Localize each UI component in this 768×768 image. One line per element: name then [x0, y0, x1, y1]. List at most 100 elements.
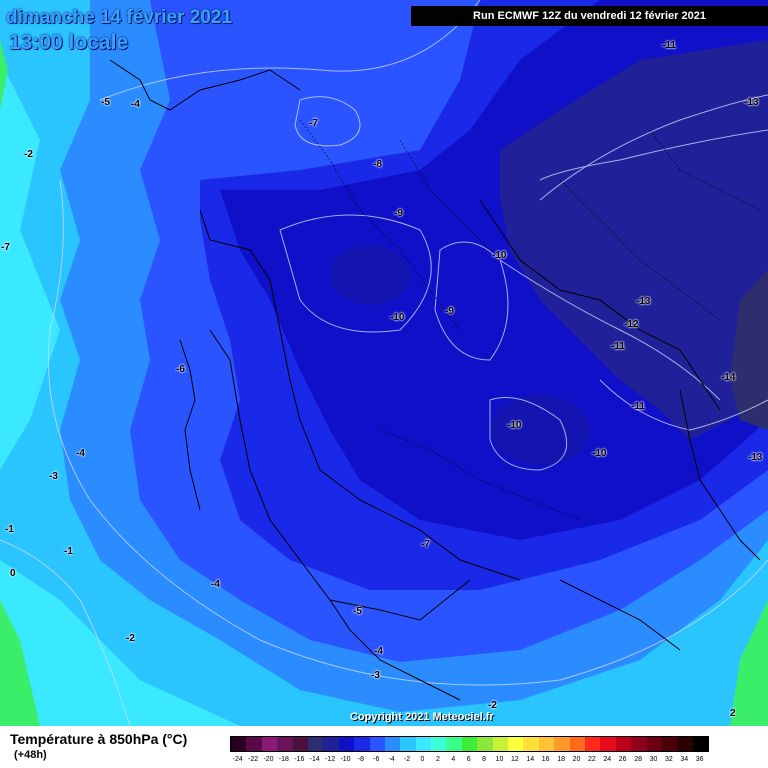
scale-label: -22	[248, 756, 259, 763]
scale-swatch	[338, 737, 355, 751]
isotherm-label: -11	[631, 401, 645, 412]
isotherm-label: -8	[373, 159, 382, 170]
scale-swatch	[477, 737, 493, 751]
scale-label: 18	[557, 756, 565, 763]
temperature-map	[0, 0, 768, 726]
scale-label: 32	[664, 756, 673, 763]
scale-label: 12	[510, 756, 519, 763]
scale-swatch	[292, 737, 308, 751]
scale-label: -24	[232, 756, 243, 763]
scale-swatch	[246, 737, 262, 751]
scale-swatch	[508, 737, 524, 751]
scale-label: 2	[435, 756, 440, 763]
scale-swatch	[631, 737, 647, 751]
isotherm-label: -2	[126, 633, 135, 644]
isotherm-label: -9	[394, 208, 403, 219]
isotherm-label: -2	[24, 149, 33, 160]
isotherm-label: -13	[748, 452, 763, 463]
scale-swatch	[323, 737, 339, 751]
scale-label: -12	[325, 756, 336, 763]
scale-label: -6	[373, 756, 380, 763]
scale-swatch	[261, 737, 278, 751]
model-run-info: Run ECMWF 12Z du vendredi 12 février 202…	[411, 6, 768, 26]
isotherm-label: -10	[592, 448, 607, 459]
isotherm-label: -10	[492, 250, 507, 261]
scale-label: 26	[618, 756, 627, 763]
scale-swatch	[692, 737, 709, 751]
legend-bar: Température à 850hPa (°C) (+48h) -24 -22-…	[0, 726, 768, 768]
scale-label: -16	[294, 756, 305, 763]
isotherm-label: -4	[76, 448, 85, 459]
scale-swatch	[431, 737, 447, 751]
zone-minus12	[500, 40, 768, 440]
scale-swatch	[277, 737, 293, 751]
isotherm-label: -5	[101, 97, 110, 108]
scale-label: 14	[526, 756, 535, 763]
scale-label: 16	[541, 756, 550, 763]
isotherm-label: -12	[624, 319, 639, 330]
isotherm-label: -1	[64, 546, 73, 557]
scale-label: 10	[495, 756, 504, 763]
scale-label: 4	[451, 756, 456, 763]
scale-label: -8	[357, 756, 365, 763]
scale-swatch	[523, 737, 539, 751]
isotherm-label: -14	[721, 372, 736, 383]
isotherm-label: -11	[611, 341, 625, 352]
isotherm-lines	[0, 0, 768, 726]
scale-swatch	[615, 737, 632, 751]
scale-swatch	[538, 737, 555, 751]
scale-label: 30	[649, 756, 658, 763]
isotherm-label: -13	[744, 97, 759, 108]
isotherm-label: -11	[662, 40, 676, 51]
isotherm-label: -3	[371, 670, 380, 681]
zone-zero-northwest	[0, 40, 8, 110]
scale-swatch	[569, 737, 585, 751]
scale-swatch	[646, 737, 662, 751]
forecast-date: dimanche 14 février 2021	[6, 7, 233, 28]
scale-label: -20	[263, 756, 274, 763]
scale-swatch	[231, 737, 247, 751]
zone-minus14	[730, 270, 768, 430]
coastlines	[109, 59, 761, 701]
isotherm-label: -6	[176, 364, 185, 375]
zone-zero-southeast	[730, 600, 768, 726]
isotherm-label: -5	[353, 606, 362, 617]
scale-swatch	[354, 737, 370, 751]
scale-swatch	[415, 737, 432, 751]
zone-zero-southwest	[0, 600, 40, 726]
scale-label: -4	[388, 756, 395, 763]
legend-subtitle: (+48h)	[14, 749, 47, 761]
borders	[299, 119, 761, 521]
scale-label: 28	[634, 756, 642, 763]
isotherm-label: -10	[507, 420, 522, 431]
scale-label: 0	[420, 756, 425, 763]
scale-swatch	[492, 737, 509, 751]
scale-swatch	[600, 737, 616, 751]
isotherm-label: -3	[49, 471, 58, 482]
scale-swatch	[446, 737, 462, 751]
isotherm-label: -4	[131, 99, 140, 110]
scale-label: 20	[572, 756, 581, 763]
scale-label: -10	[340, 756, 351, 763]
isotherm-label: -7	[1, 242, 10, 253]
scale-swatch	[584, 737, 601, 751]
scale-swatch	[400, 737, 416, 751]
isotherm-label: 0	[10, 568, 16, 579]
scale-label: -2	[403, 756, 411, 763]
scale-label: 22	[587, 756, 596, 763]
pocket-minus10-center	[330, 245, 410, 305]
isotherm-label: -7	[421, 539, 430, 550]
scale-swatch	[661, 737, 678, 751]
isotherm-label: -2	[488, 700, 497, 711]
scale-swatch	[384, 737, 401, 751]
scale-label: -14	[309, 756, 320, 763]
isotherm-label: -13	[636, 296, 651, 307]
scale-swatch	[307, 737, 324, 751]
scale-label: 34	[680, 756, 689, 763]
legend-title: Température à 850hPa (°C)	[10, 731, 188, 747]
isotherm-label: -9	[445, 306, 454, 317]
copyright-notice: Copyright 2021 Meteociel.fr	[350, 711, 494, 723]
scale-swatch	[554, 737, 570, 751]
scale-swatch	[461, 737, 478, 751]
